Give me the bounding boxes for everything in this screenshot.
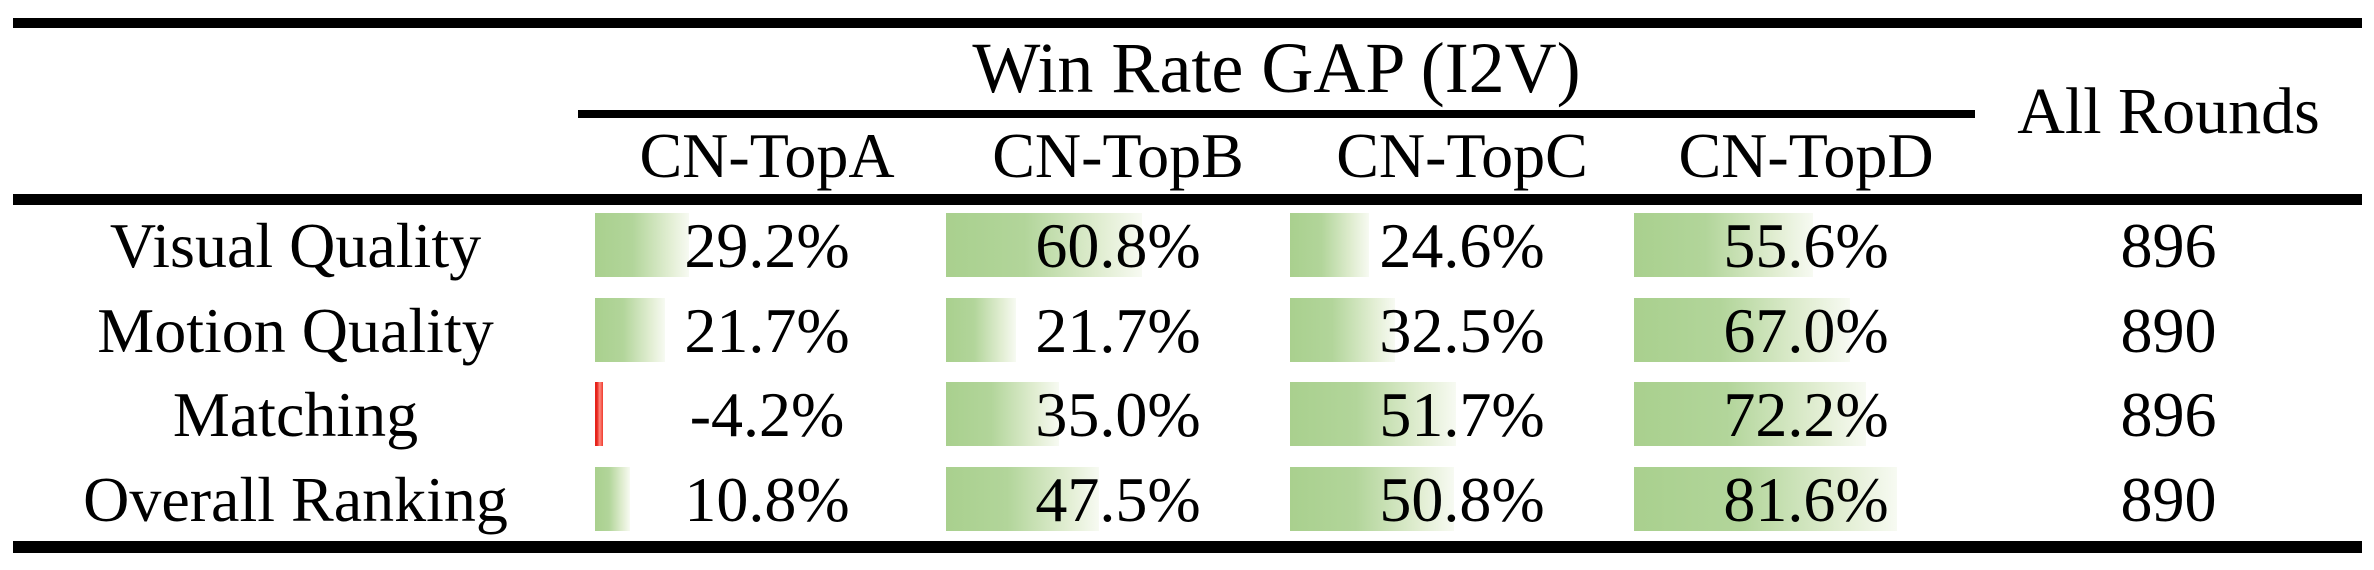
cell-value: 51.7% [1379, 378, 1545, 450]
cell-value: 24.6% [1379, 209, 1545, 281]
positive-data-bar [1290, 298, 1395, 362]
data-bar-cell: 35.0% [946, 372, 1290, 457]
data-bar-cell: 32.5% [1290, 288, 1634, 373]
cell-value: 50.8% [1379, 463, 1545, 535]
all-rounds-value: 896 [2120, 378, 2217, 450]
positive-data-bar [1290, 382, 1456, 446]
data-bar-cell: 60.8% [946, 203, 1290, 288]
positive-data-bar [595, 467, 630, 531]
column-header: CN-TopD [1678, 120, 1934, 191]
data-bar-cell: 51.7% [1290, 372, 1634, 457]
column-header: CN-TopA [639, 120, 895, 191]
header-bottom-rule [13, 194, 2362, 205]
cell-value: 21.7% [1035, 294, 1201, 366]
data-bar-cell: 21.7% [946, 288, 1290, 373]
positive-data-bar [1634, 213, 1813, 277]
positive-data-bar [1290, 467, 1454, 531]
column-header: CN-TopB [992, 120, 1244, 191]
bottom-rule [13, 541, 2362, 553]
positive-data-bar [946, 382, 1059, 446]
group-title: Win Rate GAP (I2V) [972, 28, 1581, 108]
negative-data-bar [595, 382, 603, 446]
data-bar-cell: -4.2% [595, 372, 939, 457]
positive-data-bar [1634, 382, 1866, 446]
positive-data-bar [595, 213, 689, 277]
top-rule [13, 18, 2362, 28]
cell-value: 35.0% [1035, 378, 1201, 450]
all-rounds-value: 896 [2120, 209, 2217, 281]
data-bar-cell: 50.8% [1290, 457, 1634, 542]
cell-value: 21.7% [684, 294, 850, 366]
cell-value: 72.2% [1723, 378, 1889, 450]
cell-value: 55.6% [1723, 209, 1889, 281]
positive-data-bar [1634, 467, 1897, 531]
row-label: Motion Quality [97, 294, 494, 366]
data-bar-cell: 21.7% [595, 288, 939, 373]
all-rounds-cell: 890 [1975, 457, 2362, 542]
positive-data-bar [1634, 298, 1850, 362]
data-bar-cell: 67.0% [1634, 288, 1978, 373]
row-label: Overall Ranking [83, 463, 508, 535]
all-rounds-cell: 896 [1975, 203, 2362, 288]
all-rounds-cell: 890 [1975, 288, 2362, 373]
cell-value: 60.8% [1035, 209, 1201, 281]
data-bar-cell: 24.6% [1290, 203, 1634, 288]
cell-value: 29.2% [684, 209, 850, 281]
positive-data-bar [1290, 213, 1369, 277]
positive-data-bar [946, 467, 1099, 531]
all-rounds-value: 890 [2120, 294, 2217, 366]
data-bar-cell: 29.2% [595, 203, 939, 288]
data-bar-cell: 10.8% [595, 457, 939, 542]
data-bar-cell: 47.5% [946, 457, 1290, 542]
cell-value: -4.2% [689, 378, 845, 450]
all-rounds-value: 890 [2120, 463, 2217, 535]
positive-data-bar [946, 298, 1016, 362]
column-header: CN-TopC [1336, 120, 1588, 191]
positive-data-bar [946, 213, 1142, 277]
group-title-underline-rule [578, 110, 1975, 118]
cell-value: 81.6% [1723, 463, 1889, 535]
cell-value: 67.0% [1723, 294, 1889, 366]
row-label: Visual Quality [109, 209, 482, 281]
positive-data-bar [595, 298, 665, 362]
all-rounds-cell: 896 [1975, 372, 2362, 457]
data-bar-cell: 55.6% [1634, 203, 1978, 288]
row-label: Matching [172, 378, 419, 450]
data-bar-cell: 72.2% [1634, 372, 1978, 457]
cell-value: 10.8% [684, 463, 850, 535]
all-rounds-header: All Rounds [2017, 75, 2320, 148]
data-bar-cell: 81.6% [1634, 457, 1978, 542]
cell-value: 32.5% [1379, 294, 1545, 366]
cell-value: 47.5% [1035, 463, 1201, 535]
